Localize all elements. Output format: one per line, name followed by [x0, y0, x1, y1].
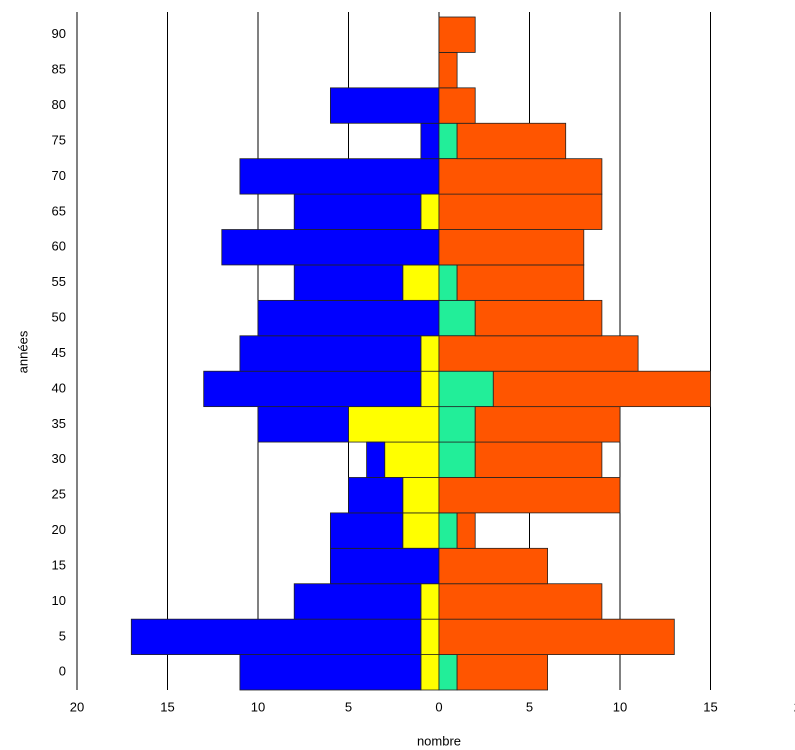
y-tick-label: 90: [52, 26, 66, 41]
y-tick-label: 40: [52, 380, 66, 395]
bar: [348, 477, 404, 514]
bar: [402, 264, 440, 301]
bar: [438, 335, 639, 372]
y-tick-label: 25: [52, 487, 66, 502]
bar: [456, 122, 567, 160]
y-tick-label: 70: [52, 168, 66, 183]
bar: [420, 193, 440, 230]
y-tick-label: 35: [52, 416, 66, 431]
y-axis-title: années: [15, 330, 30, 373]
bar: [438, 193, 603, 230]
y-tick-label: 55: [52, 274, 66, 289]
y-tick-label: 65: [52, 203, 66, 218]
bar: [438, 158, 603, 195]
y-tick-label: 45: [52, 345, 66, 360]
bar: [293, 583, 422, 620]
bar: [420, 122, 440, 160]
bar: [420, 370, 440, 408]
y-tick-label: 85: [52, 62, 66, 77]
bar: [203, 370, 422, 408]
x-tick-label: 15: [703, 699, 717, 714]
bar: [239, 654, 422, 691]
x-tick-label: 10: [251, 699, 265, 714]
bar: [438, 406, 476, 443]
x-tick-label: 10: [613, 699, 627, 714]
y-tick-label: 75: [52, 132, 66, 147]
bar: [402, 477, 440, 514]
x-tick-label: 0: [435, 699, 442, 714]
bar: [492, 370, 711, 408]
bar: [293, 193, 422, 230]
x-tick-label: 20: [70, 699, 84, 714]
bar: [438, 547, 548, 585]
bar: [456, 264, 585, 301]
bar: [438, 618, 675, 655]
y-tick-label: 0: [59, 664, 66, 679]
x-tick-label: 15: [160, 699, 174, 714]
bar: [438, 87, 476, 124]
bar: [456, 654, 549, 691]
bar: [329, 512, 404, 549]
bar: [438, 583, 603, 620]
y-tick-label: 20: [52, 522, 66, 537]
y-tick-label: 50: [52, 310, 66, 325]
y-tick-label: 30: [52, 451, 66, 466]
bar: [420, 335, 440, 372]
bar: [402, 512, 440, 549]
bar: [293, 264, 404, 301]
y-tick-label: 60: [52, 239, 66, 254]
bar: [420, 618, 440, 655]
bar: [348, 406, 440, 443]
bar: [257, 299, 440, 337]
x-tick-label: 5: [345, 699, 352, 714]
bar: [438, 370, 494, 408]
bar: [329, 87, 440, 124]
bar: [438, 16, 476, 53]
bar: [438, 122, 458, 160]
bar: [474, 406, 621, 443]
bar: [456, 512, 476, 549]
bar: [474, 441, 603, 478]
bar: [257, 406, 349, 443]
bar: [438, 477, 621, 514]
bar: [438, 52, 458, 89]
y-tick-label: 5: [59, 628, 66, 643]
y-tick-label: 80: [52, 97, 66, 112]
x-tick-label: 20: [794, 699, 795, 714]
bar: [239, 158, 440, 195]
bar: [438, 512, 458, 549]
bar: [438, 229, 585, 266]
bar: [474, 299, 603, 337]
bar: [438, 299, 476, 337]
bar: [366, 441, 386, 478]
bar: [329, 547, 440, 585]
bar: [239, 335, 422, 372]
bar: [130, 618, 422, 655]
y-tick-label: 10: [52, 593, 66, 608]
bar: [384, 441, 440, 478]
y-tick-label: 15: [52, 557, 66, 572]
bar: [420, 583, 440, 620]
x-axis-title: nombre: [417, 733, 461, 748]
x-tick-label: 5: [526, 699, 533, 714]
bar: [438, 264, 458, 301]
bar: [438, 654, 458, 691]
bar: [420, 654, 440, 691]
bar: [438, 441, 476, 478]
bar: [221, 229, 440, 266]
